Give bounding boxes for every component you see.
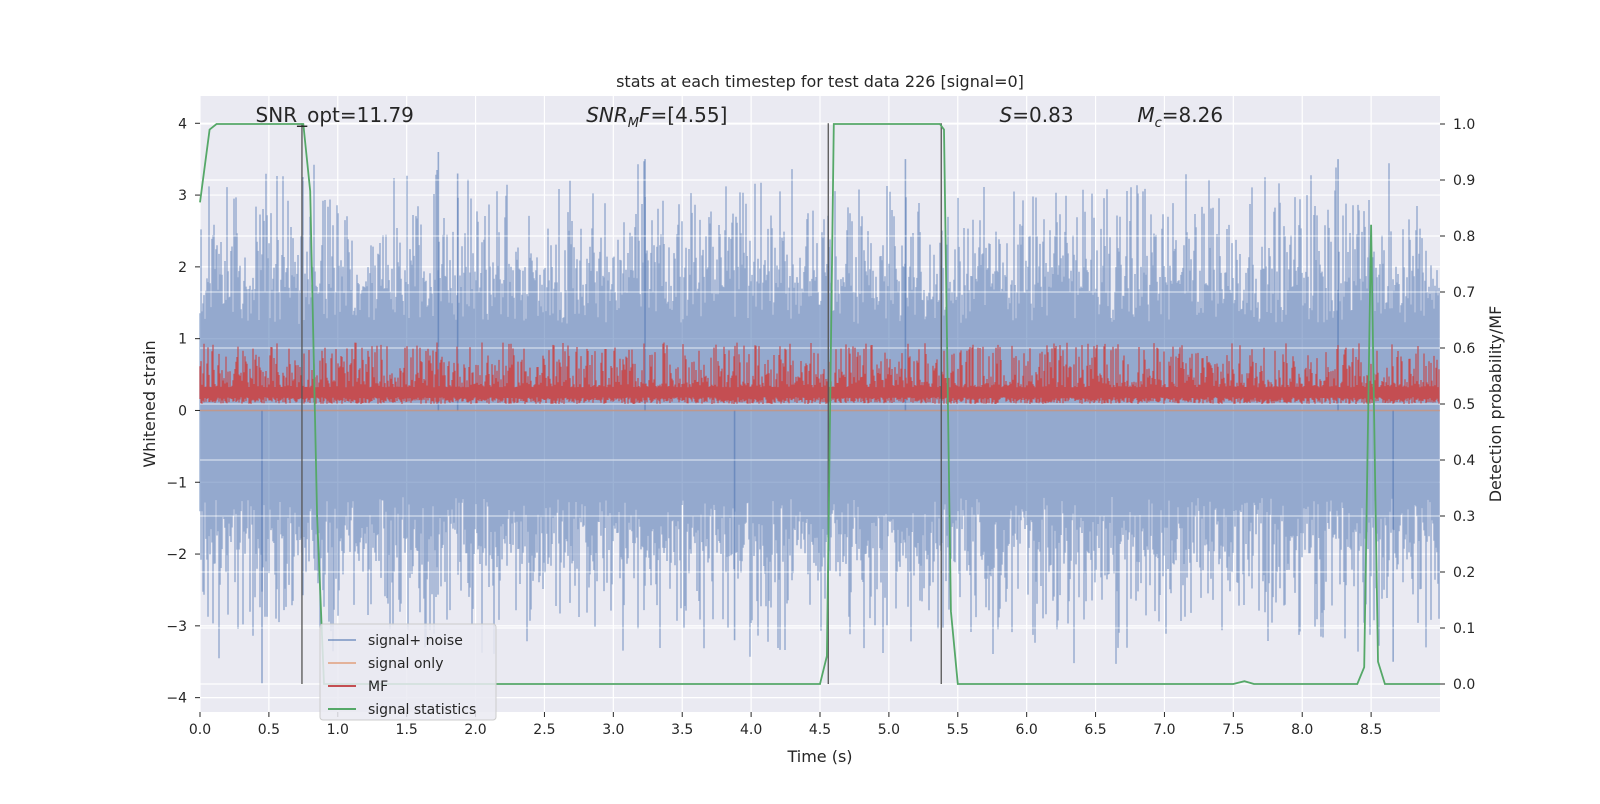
annotation: S=0.83 — [1000, 103, 1074, 127]
x-tick-label: 6.0 — [1016, 722, 1038, 738]
right-tick-label: 0.8 — [1453, 229, 1475, 245]
chart-title: stats at each timestep for test data 226… — [616, 72, 1024, 91]
right-tick-label: 0.0 — [1453, 677, 1475, 693]
x-tick-label: 5.0 — [878, 722, 900, 738]
signal-statistics-line — [199, 123, 1440, 685]
legend-box — [319, 623, 497, 721]
annotations: SNR_opt=11.79 SNRMF=[4.55] S=0.83 Mc=8.26 — [256, 103, 1223, 131]
right-tick-label: 0.2 — [1453, 565, 1475, 581]
x-tick-label: 3.5 — [671, 722, 693, 738]
right-tick-label: 0.1 — [1453, 621, 1475, 637]
annotation: SNR_opt=11.79 — [256, 103, 414, 127]
x-tick-label: 1.0 — [327, 722, 349, 738]
x-tick-label: 8.0 — [1291, 722, 1313, 738]
left-tick-label: 2 — [178, 260, 187, 276]
legend-label: signal only — [368, 656, 443, 672]
left-tick-label: 3 — [178, 188, 187, 204]
right-tick-label: 0.5 — [1453, 397, 1475, 413]
x-tick-label: 8.5 — [1360, 722, 1382, 738]
signal-statistics-series — [199, 123, 1440, 685]
x-tick-label: 5.5 — [947, 722, 969, 738]
left-tick-label: −3 — [166, 619, 187, 635]
left-tick-label: −4 — [166, 691, 187, 707]
annotation: SNRMF=[4.55] — [586, 103, 727, 131]
x-tick-label: 2.0 — [464, 722, 486, 738]
x-tick-label: 0.5 — [258, 722, 280, 738]
mf-band — [199, 342, 1440, 404]
x-axis-ticks: 0.0 0.5 1.0 1.5 2.0 2.5 3.0 3.5 4.0 4.5 5.0 5.5 6.0 6… — [189, 712, 1382, 738]
right-axis-label: Detection probability/MF — [1486, 306, 1505, 503]
x-tick-label: 2.5 — [533, 722, 555, 738]
left-axis-label: Whitened strain — [140, 340, 159, 467]
legend-label: signal+ noise — [368, 633, 463, 649]
left-tick-label: 1 — [178, 332, 187, 348]
right-axis-ticks: 1.0 0.9 0.8 0.7 0.6 0.5 0.4 0.3 0.2 0.1 0.0 — [1440, 117, 1475, 693]
right-tick-label: 0.3 — [1453, 509, 1475, 525]
x-tick-label: 4.0 — [740, 722, 762, 738]
x-tick-label: 7.5 — [1222, 722, 1244, 738]
right-tick-label: 0.9 — [1453, 173, 1475, 189]
annotation: Mc=8.26 — [1137, 103, 1223, 131]
right-tick-label: 0.6 — [1453, 341, 1475, 357]
x-tick-label: 0.0 — [189, 722, 211, 738]
x-tick-label: 3.0 — [602, 722, 624, 738]
left-axis-ticks: 4 3 2 1 0 −1 −2 −3 −4 — [166, 116, 200, 707]
legend-label: signal statistics — [368, 702, 476, 718]
left-tick-label: 4 — [178, 116, 187, 132]
right-tick-label: 0.7 — [1453, 285, 1475, 301]
left-tick-label: −1 — [166, 475, 187, 491]
legend-label: MF — [368, 679, 388, 695]
left-tick-label: −2 — [166, 547, 187, 563]
x-axis-label: Time (s) — [786, 747, 852, 766]
x-tick-label: 7.0 — [1153, 722, 1175, 738]
x-tick-label: 4.5 — [809, 722, 831, 738]
right-tick-label: 1.0 — [1453, 117, 1475, 133]
x-tick-label: 6.5 — [1084, 722, 1106, 738]
left-tick-label: 0 — [178, 403, 187, 419]
right-tick-label: 0.4 — [1453, 453, 1475, 469]
legend: signal+ noise signal only MF signal statist… — [319, 623, 497, 721]
x-tick-label: 1.5 — [396, 722, 418, 738]
mf-trace — [199, 342, 1440, 404]
